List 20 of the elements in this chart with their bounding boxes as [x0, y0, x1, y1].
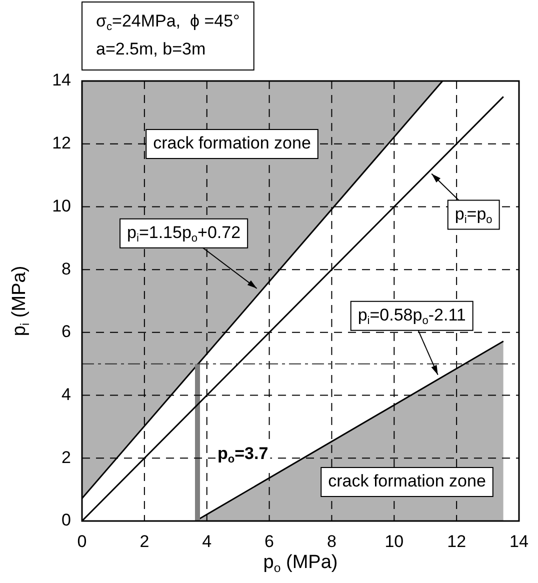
y-tick-label: 10 — [52, 196, 71, 216]
y-axis-title: pi (MPa) — [9, 266, 32, 336]
y-tick-label: 6 — [62, 322, 71, 342]
y-tick-label: 8 — [62, 259, 71, 278]
x-tick-label: 10 — [384, 532, 404, 551]
y-tick-label: 14 — [52, 70, 71, 90]
annotation: crack formation zone — [153, 134, 311, 153]
x-tick-label: 12 — [447, 532, 466, 551]
x-tick-label: 8 — [326, 532, 336, 551]
y-tick-label: 4 — [62, 384, 71, 404]
text: a=2.5m, b=3m — [96, 40, 206, 59]
annotation: crack formation zone — [328, 472, 486, 491]
y-tick-label: 2 — [62, 448, 71, 467]
y-tick-label: 12 — [52, 134, 71, 153]
x-tick-label: 4 — [202, 532, 212, 551]
x-tick-label: 2 — [140, 532, 150, 551]
y-tick-label: 0 — [62, 510, 71, 530]
x-tick-label: 14 — [510, 532, 528, 551]
x-tick-label: 0 — [77, 532, 87, 551]
x-tick-label: 6 — [264, 532, 274, 551]
